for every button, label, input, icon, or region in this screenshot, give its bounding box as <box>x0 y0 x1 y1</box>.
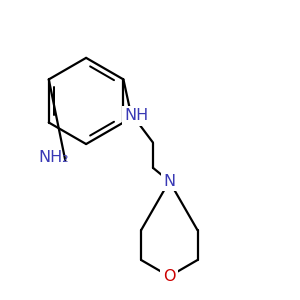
Text: NH₂: NH₂ <box>38 150 69 165</box>
Text: N: N <box>163 174 176 189</box>
Text: NH: NH <box>124 108 149 123</box>
Text: O: O <box>163 269 176 284</box>
